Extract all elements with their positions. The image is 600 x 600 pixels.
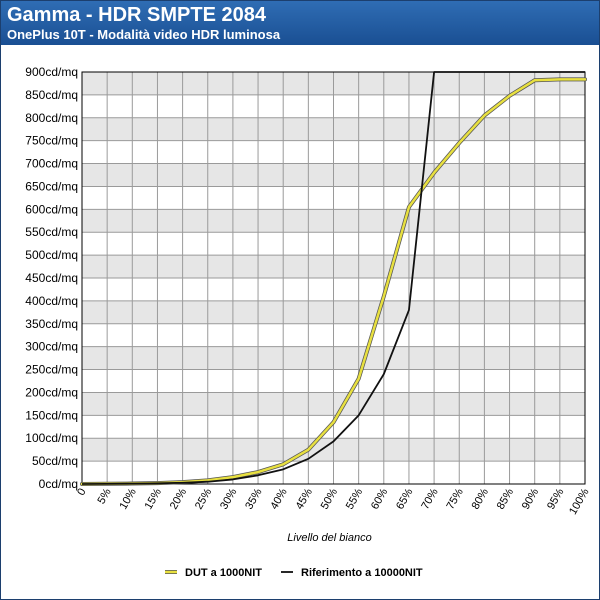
x-tick-label: 5%: [95, 486, 113, 506]
y-tick-label: 250cd/mq: [25, 363, 78, 377]
x-tick-label: 65%: [394, 486, 416, 511]
legend-label: DUT a 1000NIT: [185, 567, 262, 579]
x-tick-label: 40%: [268, 486, 290, 511]
x-tick-label: 90%: [520, 486, 542, 511]
chart-subtitle: OnePlus 10T - Modalità video HDR luminos…: [7, 27, 281, 42]
x-tick-label: 35%: [243, 486, 265, 511]
x-tick-label: 0: [75, 487, 88, 498]
x-axis-ticks: 0 5% 10% 15% 20% 25% 30% 35% 40% 45% 50% 55% 60% 65% 7…: [75, 486, 592, 517]
x-tick-label: 15%: [143, 486, 165, 511]
y-axis-ticks: 0cd/mq 50cd/mq 100cd/mq 150cd/mq 200cd/mq 250…: [25, 65, 78, 491]
y-tick-label: 300cd/mq: [25, 340, 78, 354]
x-tick-label: 80%: [470, 486, 492, 511]
x-tick-label: 25%: [193, 486, 215, 511]
y-tick-label: 450cd/mq: [25, 271, 78, 285]
plot-area: [81, 71, 586, 485]
x-tick-label: 75%: [444, 486, 466, 511]
y-tick-label: 550cd/mq: [25, 225, 78, 239]
y-tick-label: 800cd/mq: [25, 111, 78, 125]
x-tick-label: 100%: [567, 486, 592, 517]
y-tick-label: 750cd/mq: [25, 134, 78, 148]
x-tick-label: 60%: [369, 486, 391, 511]
x-tick-label: 10%: [117, 486, 139, 511]
y-tick-label: 50cd/mq: [32, 454, 78, 468]
y-tick-label: 350cd/mq: [25, 317, 78, 331]
y-tick-label: 400cd/mq: [25, 294, 78, 308]
x-tick-label: 20%: [168, 486, 190, 511]
x-tick-label: 55%: [344, 486, 366, 511]
y-tick-label: 600cd/mq: [25, 202, 78, 216]
x-tick-label: 50%: [319, 486, 341, 511]
x-tick-label: 85%: [495, 486, 517, 511]
y-tick-label: 200cd/mq: [25, 385, 78, 399]
series-lines: [80, 71, 587, 486]
y-tick-label: 700cd/mq: [25, 157, 78, 171]
y-tick-label: 100cd/mq: [25, 431, 78, 445]
chart-header: Gamma - HDR SMPTE 2084 OnePlus 10T - Mod…: [1, 1, 599, 45]
y-tick-label: 850cd/mq: [25, 88, 78, 102]
x-tick-label: 30%: [218, 486, 240, 511]
y-tick-label: 150cd/mq: [25, 408, 78, 422]
x-tick-label: 45%: [294, 486, 316, 511]
y-tick-label: 0cd/mq: [39, 477, 78, 491]
y-tick-label: 900cd/mq: [25, 65, 78, 79]
y-tick-label: 500cd/mq: [25, 248, 78, 262]
x-tick-label: 95%: [545, 486, 567, 511]
series-reference-line: [81, 71, 585, 485]
x-tick-label: 70%: [419, 486, 441, 511]
y-tick-label: 650cd/mq: [25, 179, 78, 193]
legend-label: Riferimento a 10000NIT: [301, 567, 423, 579]
x-axis-label: Livello del bianco: [287, 532, 371, 544]
legend: DUT a 1000NIT Riferimento a 10000NIT: [165, 567, 423, 579]
chart-title: Gamma - HDR SMPTE 2084: [7, 4, 266, 26]
